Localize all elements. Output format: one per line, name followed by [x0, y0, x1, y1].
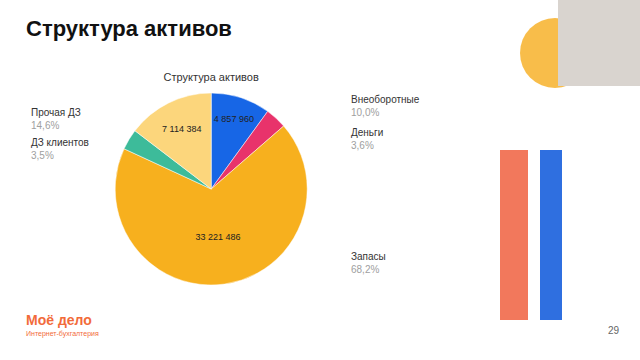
html-text:Моё дело: Моё дело: [26, 312, 92, 328]
svg-text:7 114 384: 7 114 384: [162, 124, 201, 134]
svg-text:Прочая ДЗ14,6%: Прочая ДЗ14,6%: [31, 107, 81, 131]
svg-text:Деньги3,6%: Деньги3,6%: [351, 127, 383, 151]
svg-text:ДЗ клиентов3,5%: ДЗ клиентов3,5%: [31, 137, 89, 161]
svg-text:Структура активов: Структура активов: [164, 71, 259, 83]
html-text:Структура активов: Структура активов: [26, 16, 232, 41]
html-text:Интернет-бухгалтерия: Интернет-бухгалтерия: [26, 330, 99, 337]
svg-text:Запасы68,2%: Запасы68,2%: [351, 251, 386, 275]
svg-text:4 857 960: 4 857 960: [214, 114, 254, 124]
svg-text:Внеоборотные10,0%: Внеоборотные10,0%: [351, 94, 420, 118]
html-text:29: 29: [608, 325, 620, 336]
svg-text:33 221 486: 33 221 486: [195, 232, 240, 242]
